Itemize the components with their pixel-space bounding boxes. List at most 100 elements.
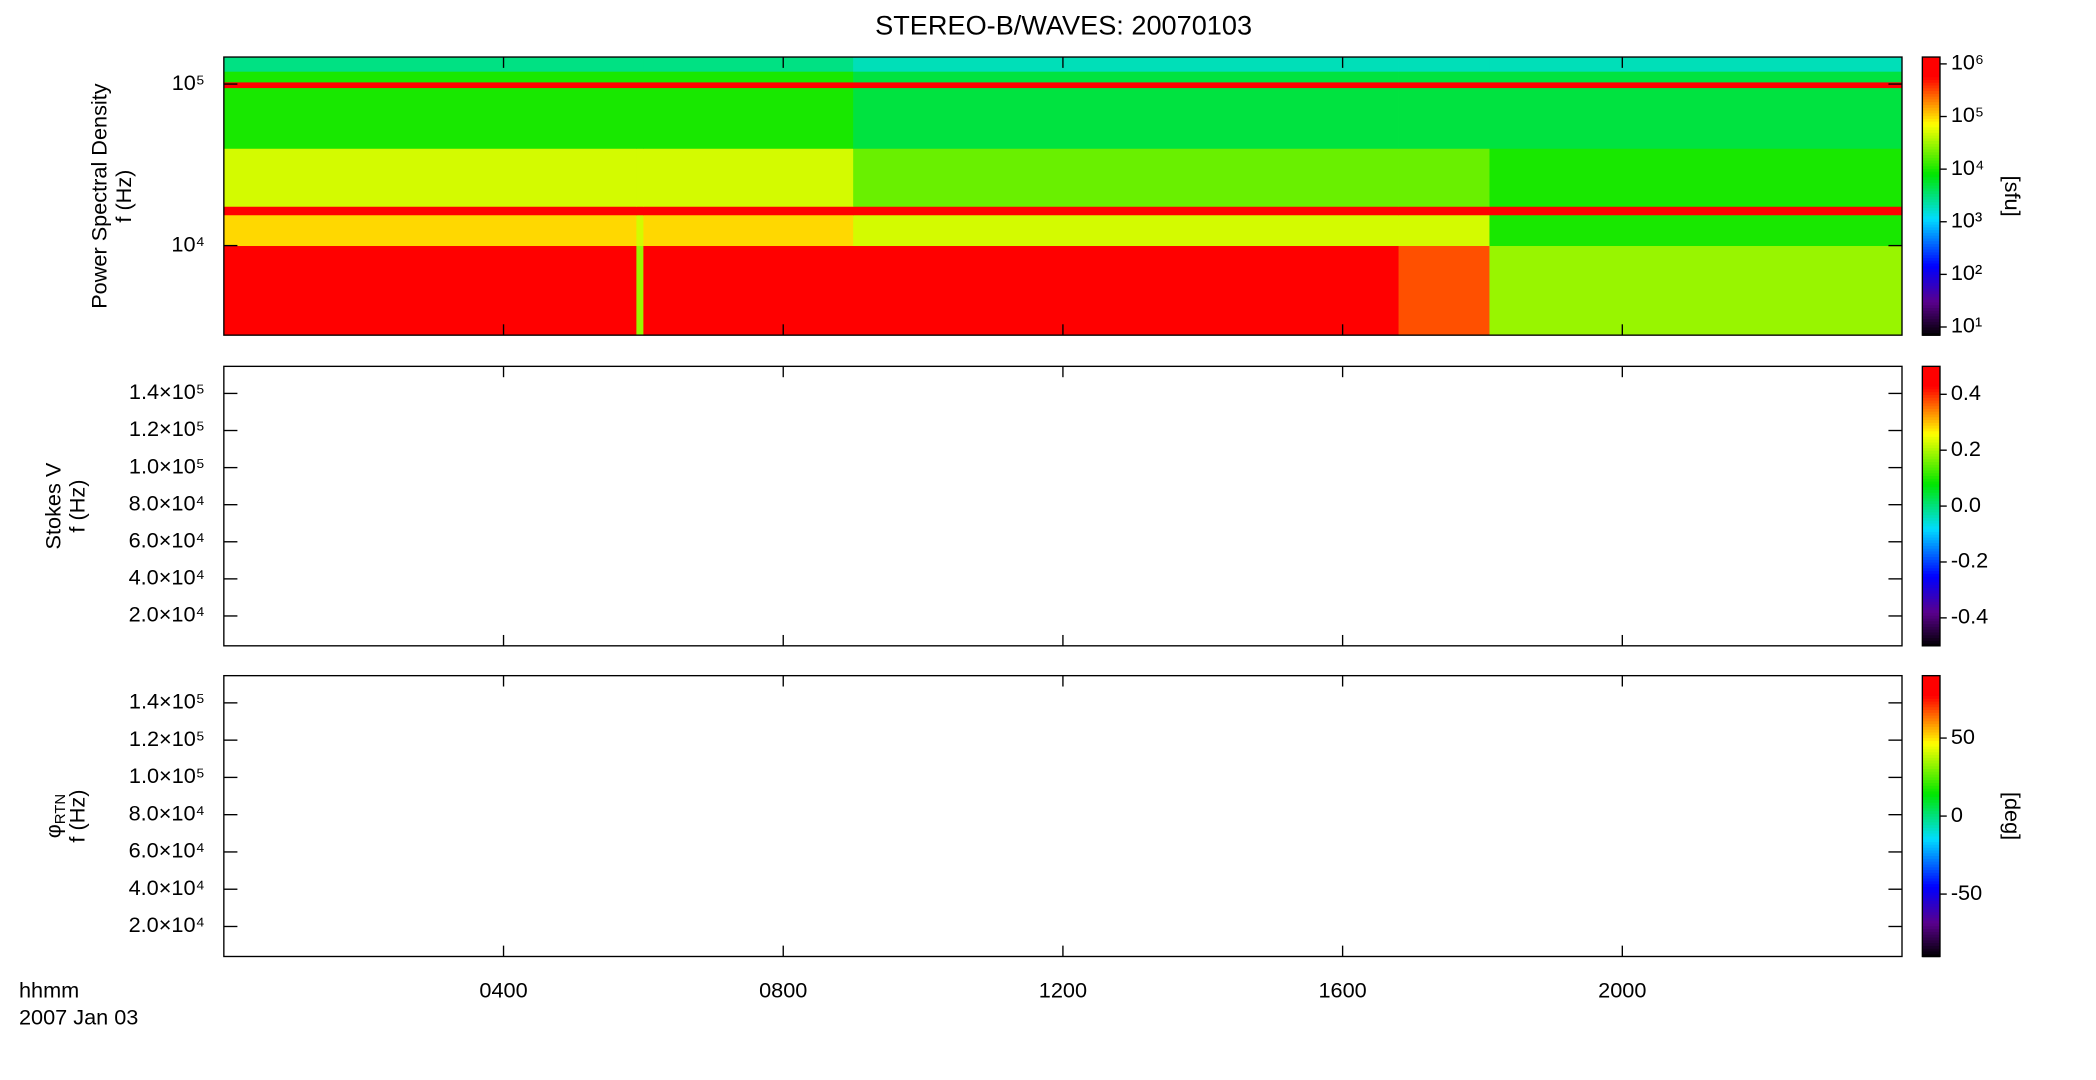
- colorbar-swatch: [1922, 137, 1940, 142]
- colorbar-swatch: [1922, 542, 1940, 546]
- colorbar-swatch: [1922, 246, 1940, 250]
- colorbar-swatch: [1922, 506, 1940, 510]
- colorbar-swatch: [1922, 282, 1940, 286]
- colorbar-swatch: [1922, 79, 1940, 83]
- colorbar-swatch: [1922, 945, 1940, 949]
- colorbar-swatch: [1922, 223, 1940, 228]
- colorbar-swatch: [1922, 681, 1940, 685]
- colorbar-swatch: [1922, 296, 1940, 300]
- colorbar-swatch: [1922, 531, 1940, 535]
- colorbar-swatch: [1922, 173, 1940, 178]
- colorbar-swatch: [1922, 450, 1940, 454]
- plot-frame: [223, 365, 1903, 647]
- colorbar-swatch: [1922, 827, 1940, 831]
- colorbar-swatch: [1922, 615, 1940, 619]
- heatmap-cell: [853, 71, 1399, 83]
- colorbar-swatch: [1922, 508, 1940, 513]
- colorbar-swatch: [1922, 168, 1940, 172]
- colorbar-swatch: [1922, 931, 1940, 935]
- colorbar-swatch: [1922, 768, 1940, 772]
- colorbar-swatch: [1922, 394, 1940, 398]
- heatmap-cell: [223, 206, 637, 216]
- colorbar-swatch: [1922, 589, 1940, 594]
- colorbar-swatch: [1922, 643, 1940, 647]
- colorbar-swatch: [1922, 383, 1940, 387]
- colorbar-swatch: [1922, 861, 1940, 865]
- colorbar-swatch: [1922, 62, 1940, 67]
- colorbar-swatch: [1922, 76, 1940, 80]
- colorbar-swatch: [1922, 151, 1940, 156]
- colorbar-swatch: [1922, 818, 1940, 823]
- colorbar-swatch: [1922, 712, 1940, 716]
- heatmap-cell: [1398, 57, 1490, 72]
- colorbar-swatch: [1922, 603, 1940, 608]
- colorbar-swatch: [1922, 458, 1940, 463]
- heatmap-cell: [643, 148, 854, 207]
- colorbar-swatch: [1922, 215, 1940, 220]
- heatmap-cell: [643, 214, 854, 247]
- colorbar-swatch: [1922, 82, 1940, 86]
- heatmap-cell: [223, 245, 637, 336]
- colorbar-swatch: [1922, 802, 1940, 806]
- heatmap-cell: [1489, 245, 1903, 336]
- colorbar-swatch: [1922, 757, 1940, 761]
- heatmap-cell: [1489, 57, 1903, 72]
- colorbar-swatch: [1922, 880, 1940, 885]
- colorbar-swatch: [1922, 765, 1940, 770]
- colorbar-swatch: [1922, 751, 1940, 755]
- colorbar-swatch: [1922, 427, 1940, 432]
- colorbar-swatch: [1922, 461, 1940, 465]
- colorbar-swatch: [1922, 329, 1940, 334]
- colorbar-swatch: [1922, 675, 1940, 680]
- colorbar-swatch: [1922, 776, 1940, 781]
- y-tick-label: 10⁵: [172, 70, 205, 95]
- colorbar-swatch: [1922, 807, 1940, 812]
- colorbar-swatch: [1922, 107, 1940, 111]
- colorbar-swatch: [1922, 592, 1940, 597]
- colorbar-swatch: [1922, 59, 1940, 64]
- colorbar-swatch: [1922, 310, 1940, 314]
- heatmap-cell: [1398, 71, 1490, 83]
- colorbar-swatch: [1922, 132, 1940, 136]
- colorbar-swatch: [1922, 573, 1940, 577]
- colorbar-swatch: [1922, 796, 1940, 800]
- colorbar-swatch: [1922, 787, 1940, 792]
- colorbar-swatch: [1922, 380, 1940, 384]
- colorbar-swatch: [1922, 714, 1940, 719]
- colorbar-swatch: [1922, 464, 1940, 468]
- colorbar-swatch: [1922, 157, 1940, 161]
- colorbar-swatch: [1922, 503, 1940, 507]
- colorbar-swatch: [1922, 561, 1940, 566]
- colorbar-swatch: [1922, 312, 1940, 317]
- y-tick-label: 6.0×10⁴: [129, 838, 205, 863]
- colorbar-tick-label: 0.0: [1951, 492, 1981, 517]
- colorbar-swatch: [1922, 689, 1940, 694]
- heatmap-cell: [643, 71, 854, 83]
- colorbar-swatch: [1922, 821, 1940, 826]
- heatmap-cell: [1489, 214, 1903, 247]
- colorbar-swatch: [1922, 883, 1940, 887]
- colorbar-swatch: [1922, 838, 1940, 843]
- colorbar-swatch: [1922, 567, 1940, 572]
- heatmap-cell: [636, 206, 644, 216]
- colorbar-swatch: [1922, 737, 1940, 741]
- heatmap-cell: [853, 57, 1399, 72]
- colorbar-swatch: [1922, 123, 1940, 128]
- colorbar-swatch: [1922, 522, 1940, 527]
- colorbar-swatch: [1922, 129, 1940, 133]
- colorbar-swatch: [1922, 587, 1940, 591]
- colorbar-swatch: [1922, 706, 1940, 711]
- x-tick-label: 1600: [1318, 977, 1366, 1002]
- colorbar-swatch: [1922, 740, 1940, 744]
- heatmap-cell: [1398, 81, 1490, 89]
- colorbar-swatch: [1922, 402, 1940, 407]
- y-label-text: φ: [40, 824, 65, 838]
- colorbar-swatch: [1922, 326, 1940, 331]
- colorbar-tick-label: -0.4: [1951, 604, 1988, 629]
- colorbar-tick-label: 10³: [1951, 207, 1982, 232]
- colorbar-swatch: [1922, 475, 1940, 479]
- colorbar-swatch: [1922, 273, 1940, 278]
- colorbar-swatch: [1922, 293, 1940, 297]
- colorbar-swatch: [1922, 193, 1940, 197]
- colorbar-swatch: [1922, 520, 1940, 524]
